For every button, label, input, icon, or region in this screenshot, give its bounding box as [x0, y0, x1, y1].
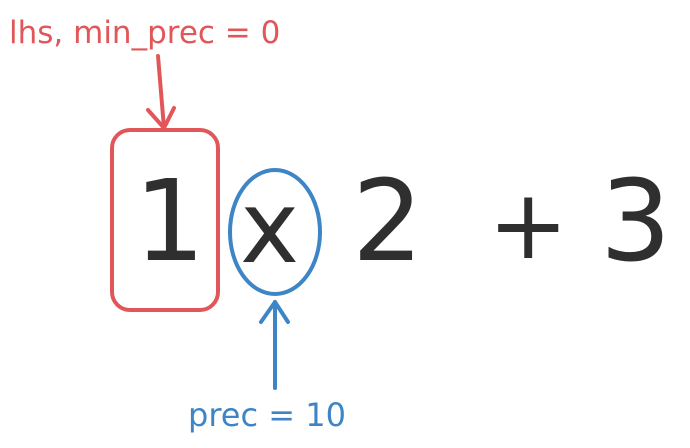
- operator-plus: +: [488, 169, 568, 281]
- operand-three: 3: [600, 157, 671, 287]
- lhs-min-prec-label: lhs, min_prec = 0: [9, 15, 280, 51]
- operator-times: x: [240, 169, 299, 286]
- prec-label: prec = 10: [188, 396, 346, 434]
- operand-one: 1: [134, 157, 205, 287]
- operand-two: 2: [352, 157, 423, 287]
- blue-arrow: [259, 300, 290, 390]
- lhs-highlight-box: [110, 128, 220, 312]
- operator-highlight-ellipse: [228, 168, 322, 296]
- red-arrow: [146, 54, 176, 130]
